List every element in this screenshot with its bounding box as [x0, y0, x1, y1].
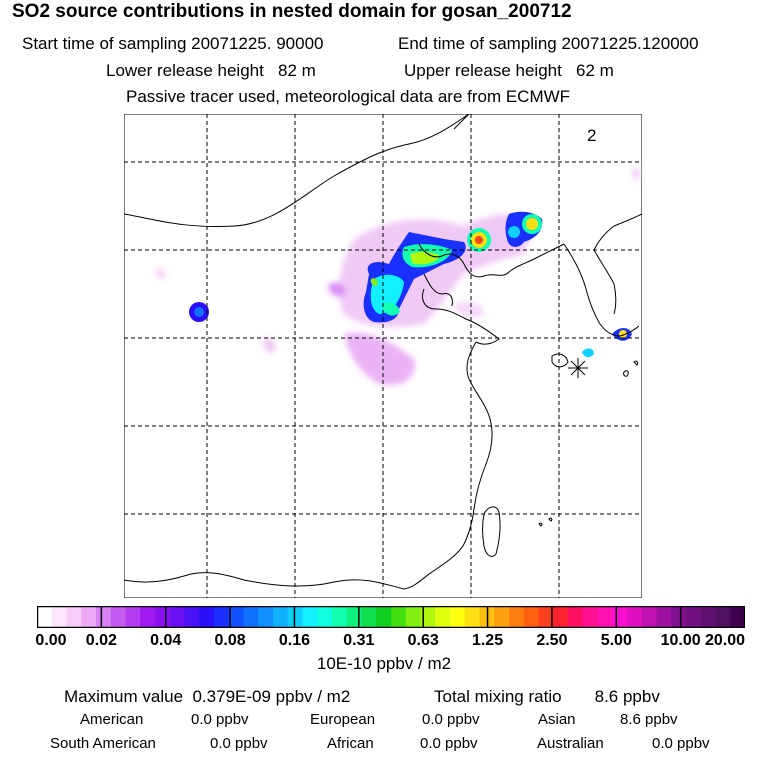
- region-name: American: [80, 711, 144, 728]
- colorbar-swatch: [66, 606, 82, 628]
- region-value: 0.0 ppbv: [422, 711, 480, 728]
- colorbar-swatch: [110, 606, 126, 628]
- maximum-value: Maximum value 0.379E-09 ppbv / m2: [64, 687, 351, 706]
- lower-height-label: Lower release height 82 m: [106, 61, 316, 80]
- colorbar-swatch: [391, 606, 407, 628]
- colorbar-swatch: [523, 606, 539, 628]
- colorbar-swatch: [258, 606, 274, 628]
- colorbar-swatch: [317, 606, 333, 628]
- region-name: Asian: [538, 711, 576, 728]
- colorbar-tick-label: 2.50: [536, 632, 568, 649]
- grid-lines: [124, 114, 642, 598]
- colorbar-swatch: [627, 606, 643, 628]
- colorbar-swatch: [641, 606, 657, 628]
- colorbar-swatch: [169, 606, 185, 628]
- colorbar-tick-label: 0.08: [214, 632, 246, 649]
- region-value: 0.0 ppbv: [210, 735, 268, 752]
- colorbar-tick-label: 0.16: [278, 632, 311, 649]
- upper-height-label: Upper release height 62 m: [404, 61, 614, 80]
- colorbar-swatch: [464, 606, 480, 628]
- colorbar-swatch: [405, 606, 421, 628]
- tracer-note: Passive tracer used, meteorological data…: [126, 87, 571, 106]
- receptor-marker: [568, 358, 588, 378]
- colorbar-tick-label: 0.63: [407, 632, 439, 649]
- colorbar-units: 10E-10 ppbv / m2: [316, 654, 452, 673]
- region-name: Australian: [537, 735, 604, 752]
- colorbar-tick-label: 0.31: [343, 632, 375, 649]
- colorbar-swatch: [435, 606, 451, 628]
- colorbar-tick-label: 0.02: [85, 632, 117, 649]
- total-mixing-ratio: Total mixing ratio 8.6 ppbv: [434, 687, 660, 706]
- colorbar-swatch: [302, 606, 318, 628]
- colorbar-swatch: [568, 606, 584, 628]
- colorbar-tick-label: 10.00: [660, 632, 701, 649]
- colorbar-tick-label: 1.25: [471, 632, 504, 649]
- colorbar-swatch: [730, 606, 745, 628]
- colorbar-swatch: [686, 606, 702, 628]
- colorbar-swatch: [184, 606, 200, 628]
- colorbar-swatch: [700, 606, 716, 628]
- colorbar-swatch: [553, 606, 569, 628]
- plot-title: SO2 source contributions in nested domai…: [12, 1, 572, 22]
- contribution-map: 2: [124, 114, 642, 598]
- colorbar-swatch: [538, 606, 554, 628]
- region-value: 8.6 ppbv: [620, 711, 678, 728]
- colorbar-frame: [37, 606, 745, 628]
- colorbar-swatch: [96, 606, 112, 628]
- colorbar-swatch: [199, 606, 215, 628]
- colorbar-swatch: [376, 606, 392, 628]
- panel-number: 2: [587, 126, 596, 145]
- colorbar-swatch: [155, 606, 171, 628]
- colorbar-tick-label: 0.00: [35, 632, 67, 649]
- colorbar-swatch: [273, 606, 289, 628]
- colorbar-swatch: [243, 606, 259, 628]
- colorbar: [37, 606, 745, 628]
- colorbar-swatch: [494, 606, 510, 628]
- colorbar-swatch: [125, 606, 141, 628]
- colorbar-tick-label: 5.00: [600, 632, 632, 649]
- colorbar-swatch: [361, 606, 377, 628]
- end-time-label: End time of sampling 20071225.120000: [398, 34, 699, 53]
- colorbar-swatch: [228, 606, 244, 628]
- colorbar-swatch: [332, 606, 348, 628]
- region-value: 0.0 ppbv: [191, 711, 249, 728]
- coastlines: [124, 114, 642, 590]
- colorbar-swatch: [287, 606, 303, 628]
- colorbar-swatch: [656, 606, 672, 628]
- colorbar-tick-label: 20.00: [704, 632, 746, 649]
- colorbar-swatch: [715, 606, 731, 628]
- colorbar-swatch: [597, 606, 613, 628]
- colorbar-swatch: [214, 606, 230, 628]
- colorbar-swatch: [612, 606, 628, 628]
- colorbar-swatch: [81, 606, 97, 628]
- colorbar-swatch: [420, 606, 436, 628]
- colorbar-swatch: [671, 606, 687, 628]
- region-name: South American: [50, 735, 156, 752]
- colorbar-swatch: [346, 606, 362, 628]
- colorbar-swatch: [450, 606, 466, 628]
- colorbar-swatch: [509, 606, 525, 628]
- colorbar-swatch: [582, 606, 598, 628]
- colorbar-tick-label: 0.04: [150, 632, 182, 649]
- region-value: 0.0 ppbv: [652, 735, 710, 752]
- region-value: 0.0 ppbv: [420, 735, 478, 752]
- colorbar-swatch: [140, 606, 156, 628]
- region-name: African: [327, 735, 374, 752]
- colorbar-swatch: [37, 606, 53, 628]
- region-name: European: [310, 711, 376, 728]
- start-time-label: Start time of sampling 20071225. 90000: [22, 34, 324, 53]
- colorbar-swatch: [51, 606, 67, 628]
